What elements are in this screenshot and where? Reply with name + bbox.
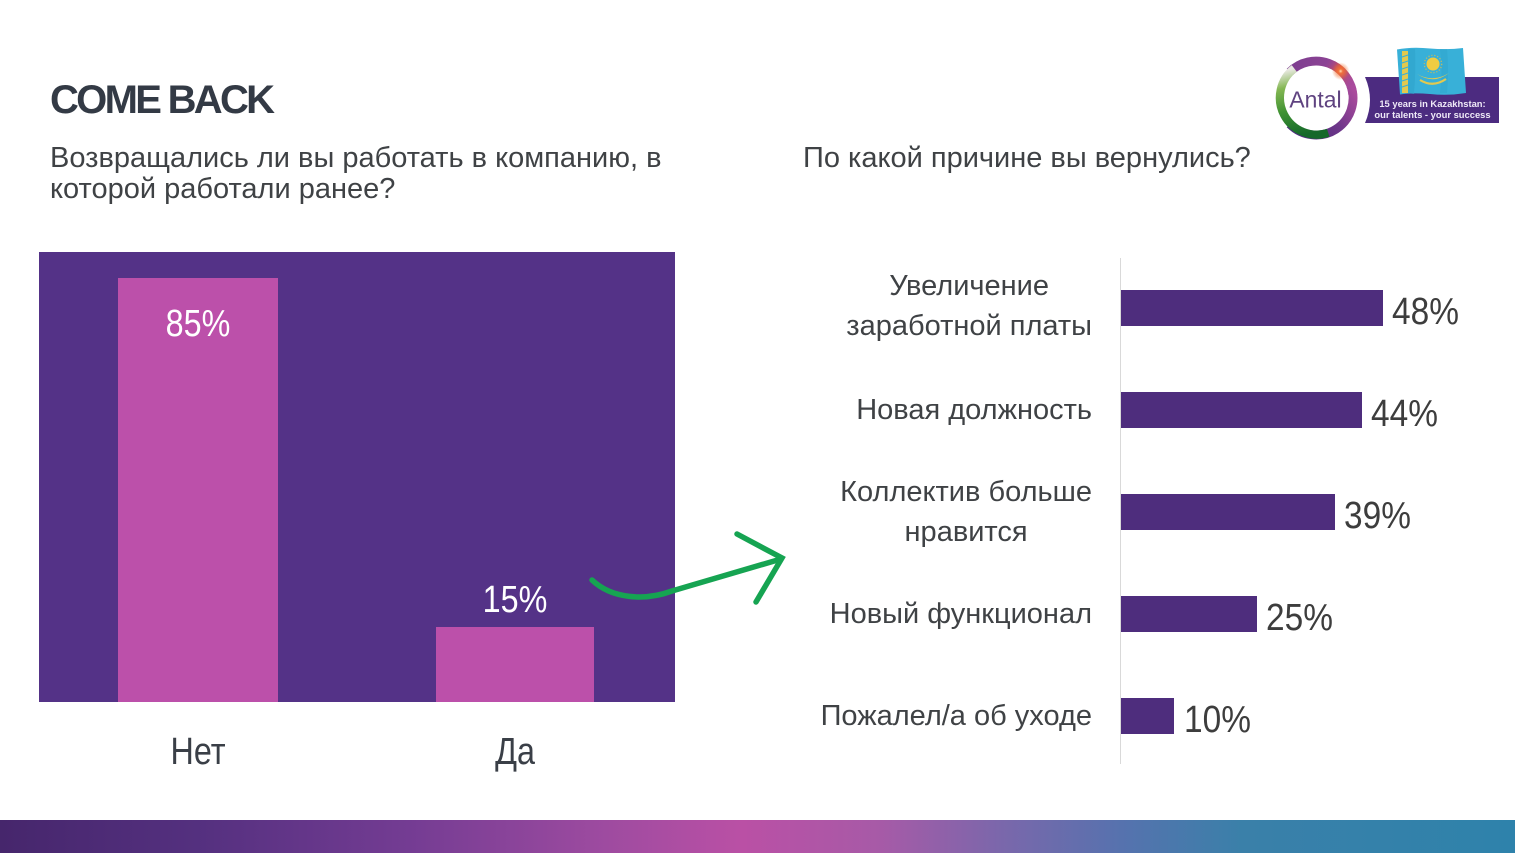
- svg-text:our talents - your success: our talents - your success: [1374, 109, 1490, 120]
- svg-text:Antal: Antal: [1289, 87, 1341, 113]
- svg-text:15 years in Kazakhstan:: 15 years in Kazakhstan:: [1379, 98, 1485, 109]
